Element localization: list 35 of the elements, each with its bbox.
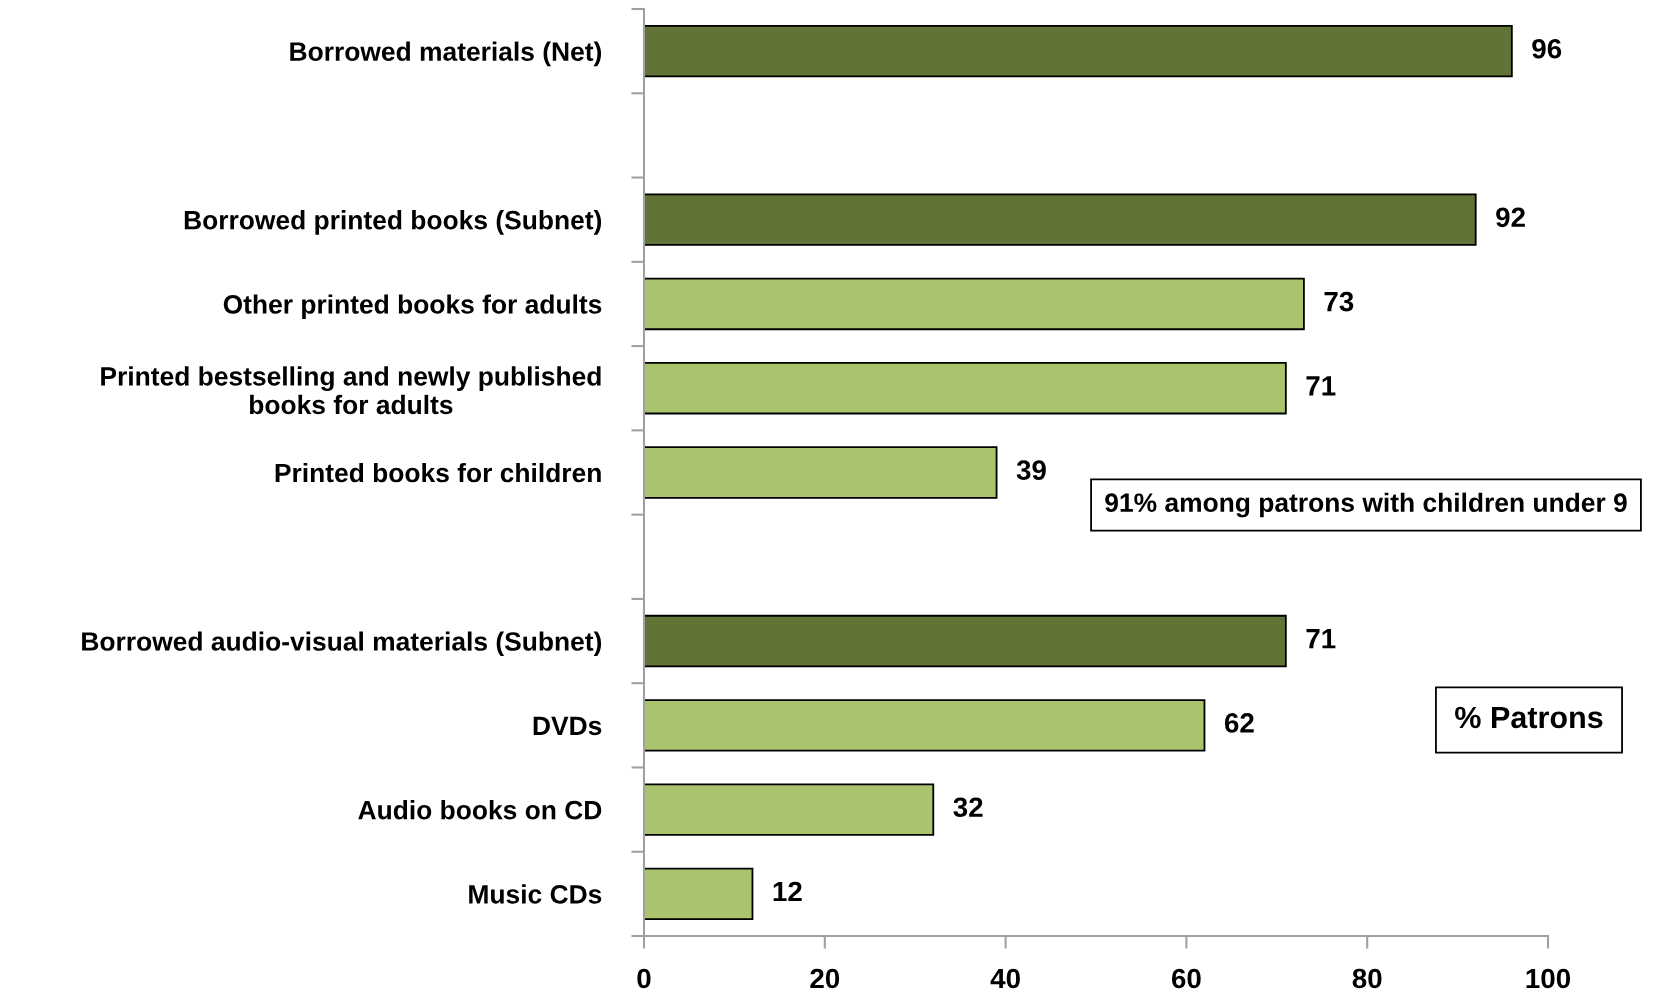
y-tick-label: Other printed books for adults	[223, 294, 602, 319]
data-label: 71	[1306, 376, 1336, 396]
bar	[644, 699, 1206, 752]
data-label: 92	[1496, 207, 1525, 228]
y-tick-label: Music CDs	[469, 884, 602, 904]
annotation: % Patrons	[1455, 706, 1603, 729]
x-tick-label: 60	[1171, 968, 1201, 989]
x-tick-label: 20	[810, 968, 840, 989]
bar	[644, 446, 998, 499]
y-tick-label: Borrowed audio-visual materials (Subnet)	[82, 631, 602, 657]
x-tick-label: 40	[990, 968, 1020, 989]
data-label: 73	[1324, 291, 1354, 312]
annotation: 91% among patrons with children under 9	[1105, 492, 1627, 518]
bar	[644, 614, 1287, 668]
y-tick-label: Printed books for children	[275, 462, 601, 483]
bar	[644, 867, 754, 921]
data-label: 12	[773, 881, 802, 902]
bar	[644, 277, 1305, 331]
data-label: 96	[1532, 38, 1562, 59]
bar	[644, 362, 1287, 415]
y-tick-label: Printed bestselling and newly published books for adults	[101, 366, 601, 415]
data-label: 71	[1306, 629, 1336, 649]
y-tick-label: Borrowed materials (Net)	[290, 41, 602, 67]
bar	[644, 24, 1513, 78]
y-tick-label: Borrowed printed books (Subnet)	[184, 210, 602, 235]
data-label: 39	[1016, 460, 1046, 480]
bar	[644, 193, 1477, 246]
data-label: 62	[1224, 713, 1254, 733]
bar	[644, 783, 935, 836]
x-tick-label: 0	[637, 968, 651, 989]
data-label: 32	[953, 797, 983, 818]
y-tick-label: Audio books on CD	[358, 800, 602, 820]
x-tick-label: 80	[1352, 968, 1382, 989]
x-tick-label: 100	[1526, 968, 1571, 989]
y-tick-label: DVDs	[533, 716, 602, 736]
